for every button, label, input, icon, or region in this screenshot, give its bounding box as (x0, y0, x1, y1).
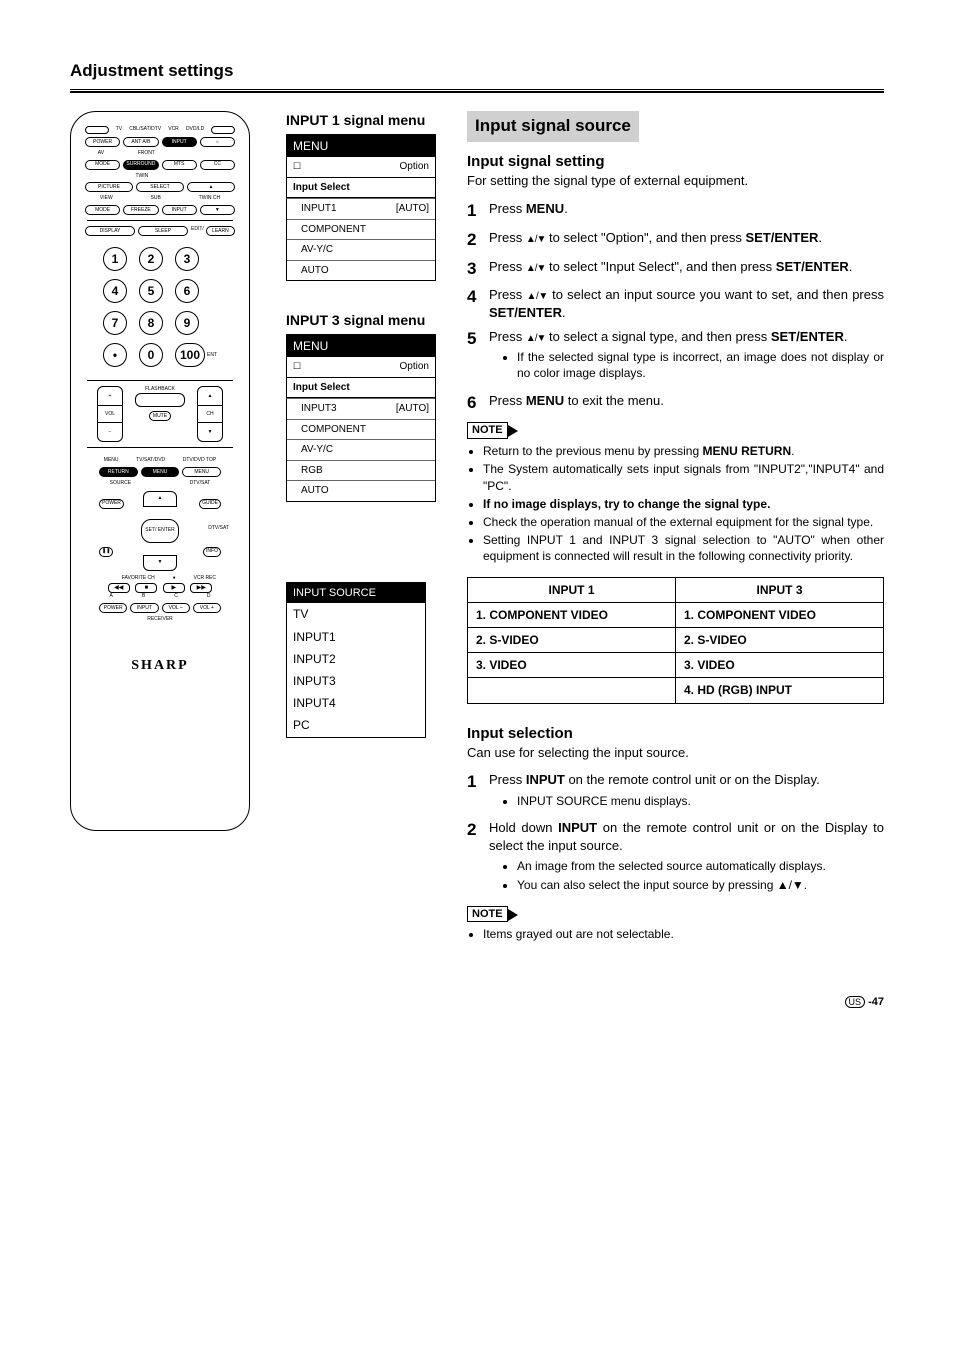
section-banner: Input signal source (467, 111, 639, 142)
input-selection-body: Can use for selecting the input source. (467, 744, 884, 762)
note-block-1: NOTE Return to the previous menu by pres… (467, 420, 884, 564)
menu3-box: MENU Option Input Select INPUT3[AUTO]COM… (286, 334, 436, 502)
priority-table: INPUT 1INPUT 3 1. COMPONENT VIDEO1. COMP… (467, 577, 884, 704)
note-block-2: NOTE Items grayed out are not selectable… (467, 904, 884, 943)
page-title: Adjustment settings (70, 60, 884, 83)
brand-logo: SHARP (81, 657, 239, 676)
page-number: US -47 (70, 995, 884, 1010)
signal-setting-body: For setting the signal type of external … (467, 172, 884, 190)
menu1-box: MENU Option Input Select INPUT1[AUTO]COM… (286, 134, 436, 281)
menu3-title: INPUT 3 signal menu (286, 311, 441, 330)
horizontal-rule (70, 89, 884, 93)
remote-control-diagram: TVCBL/SAT/DTV VCRDVD/LD POWER ANT A/B IN… (70, 111, 250, 831)
selection-steps: Press INPUT on the remote control unit o… (467, 771, 884, 897)
input-selection-head: Input selection (467, 724, 884, 744)
menu1-title: INPUT 1 signal menu (286, 111, 441, 130)
signal-setting-head: Input signal setting (467, 152, 884, 172)
signal-steps: Press MENU.Press to select "Option", and… (467, 200, 884, 415)
input-source-box: INPUT SOURCE TVINPUT1INPUT2INPUT3INPUT4P… (286, 582, 426, 738)
